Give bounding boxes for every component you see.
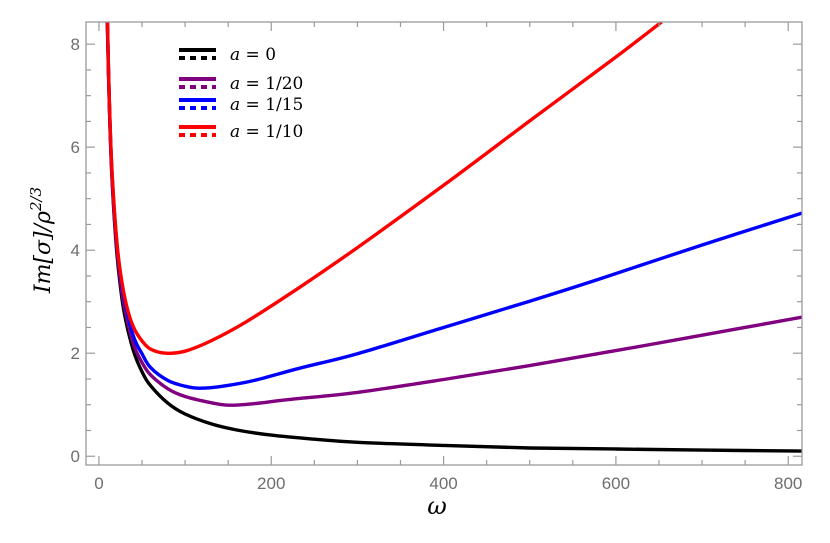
legend-entry: a = 1/20 (179, 74, 303, 94)
x-tick-label: 200 (257, 474, 285, 493)
legend-label: a = 1/10 (230, 122, 303, 142)
series-dotted-3 (106, 22, 663, 355)
series-dotted-0 (106, 22, 802, 453)
y-tick-label: 2 (71, 344, 80, 363)
legend-entry: a = 1/10 (179, 122, 303, 142)
y-axis-title-rho: ρ (31, 211, 56, 225)
y-tick-label: 0 (71, 447, 80, 466)
y-axis: 0 2 4 6 8 (71, 35, 802, 466)
legend-entry: a = 0 (179, 45, 276, 65)
legend: a = 0 a = 1/20a = 1/15 a = 1/10 (179, 45, 303, 142)
y-tick-label: 6 (71, 138, 80, 157)
y-axis-title-slash: ]/ (31, 221, 56, 241)
y-tick-label: 8 (71, 35, 80, 54)
legend-entry: a = 1/15 (179, 95, 303, 115)
y-axis-title-main: Im[ (31, 255, 56, 295)
y-axis-title: Im[σ]/ρ2/3 (27, 187, 56, 294)
y-tick-label: 4 (71, 241, 80, 260)
y-axis-title-sigma: σ (31, 239, 56, 255)
series-layer (105, 22, 802, 453)
y-axis-title-exponent: 2/3 (27, 187, 45, 212)
x-tick-label: 400 (429, 474, 457, 493)
legend-label: a = 0 (230, 45, 276, 65)
x-tick-label: 0 (94, 474, 103, 493)
legend-label: a = 1/20 (230, 74, 303, 94)
legend-label: a = 1/15 (230, 95, 303, 115)
x-tick-label: 800 (774, 474, 802, 493)
x-tick-label: 600 (602, 474, 630, 493)
series-line-3 (105, 22, 663, 356)
x-axis-title: ω (427, 492, 447, 520)
series-dotted-2 (106, 22, 802, 390)
series-line-2 (105, 22, 802, 390)
x-axis: 0 200 400 600 800 (94, 22, 802, 493)
